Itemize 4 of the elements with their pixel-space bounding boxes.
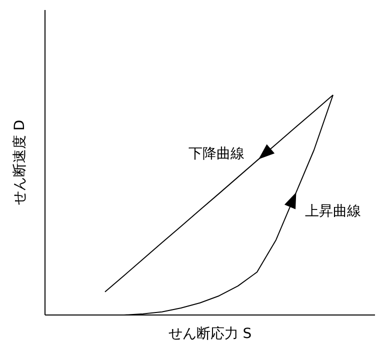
annotation: 上昇曲線 bbox=[305, 204, 362, 220]
y-axis-title: せん断速度 D bbox=[12, 120, 28, 206]
annotation: 下降曲線 bbox=[188, 146, 245, 162]
x-axis-title: せん断応力 S bbox=[168, 326, 252, 342]
